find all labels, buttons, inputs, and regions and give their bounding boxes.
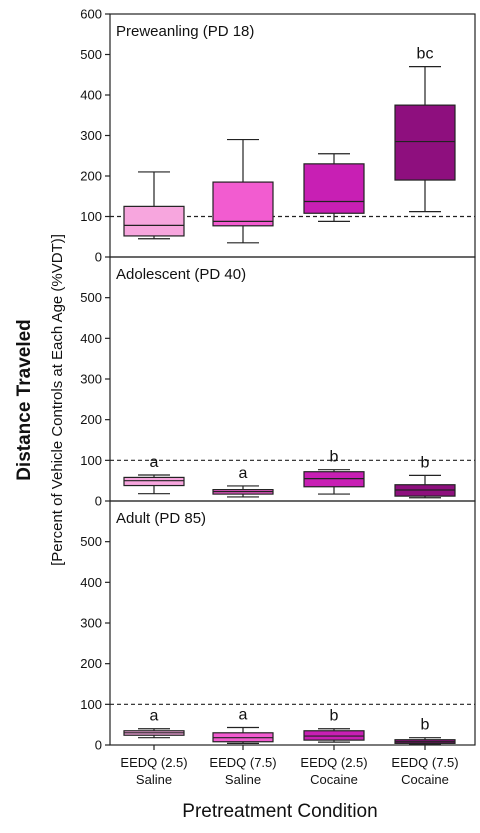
box-plot: a (123, 708, 185, 739)
y-tick-label: 0 (95, 494, 102, 509)
significance-letter: a (239, 707, 248, 724)
y-tick-label: 300 (80, 372, 102, 387)
y-tick-label: 400 (80, 331, 102, 346)
significance-letter: b (421, 454, 430, 471)
box-plot: a (212, 465, 274, 498)
significance-letter: a (150, 454, 159, 471)
y-tick-label: 300 (80, 616, 102, 631)
box (303, 163, 365, 214)
significance-letter: b (330, 449, 339, 466)
significance-letter: b (421, 717, 430, 734)
panel-2: 0 100 200 300 400 500 Adult (PD 85) a a b b (80, 500, 476, 753)
x-tick-label-condition: Cocaine (401, 772, 449, 787)
significance-letter: a (239, 465, 248, 482)
x-tick-label-treatment: EEDQ (7.5) (209, 755, 276, 770)
significance-letter: a (150, 708, 159, 725)
box-plot (212, 138, 274, 244)
x-tick-label-treatment: EEDQ (2.5) (300, 755, 367, 770)
box-plot (123, 171, 185, 240)
x-tick-label-condition: Saline (225, 772, 261, 787)
y-tick-label: 100 (80, 209, 102, 224)
y-tick-label: 0 (95, 250, 102, 265)
box-plot: b (303, 449, 365, 495)
y-tick-label: 300 (80, 128, 102, 143)
x-tick-label-treatment: EEDQ (2.5) (120, 755, 187, 770)
box (303, 730, 365, 741)
y-tick-label: 200 (80, 656, 102, 671)
box-plot: b (394, 454, 456, 499)
x-tick-label-condition: Saline (136, 772, 172, 787)
y-tick-label: 500 (80, 534, 102, 549)
y-tick-label: 100 (80, 697, 102, 712)
box (212, 181, 274, 227)
box-plot: bc (394, 46, 456, 213)
y-tick-label: 200 (80, 169, 102, 184)
y-tick-label: 400 (80, 88, 102, 103)
box (123, 205, 185, 237)
box (123, 476, 185, 487)
x-axis-title: Pretreatment Condition (182, 801, 377, 822)
significance-letter: b (330, 708, 339, 725)
box-plot: a (123, 454, 185, 495)
box-plot: a (212, 707, 274, 744)
box (394, 104, 456, 181)
y-tick-label: 400 (80, 575, 102, 590)
panel-1: 0 100 200 300 400 500 Adolescent (PD 40) a a b b (80, 256, 476, 509)
y-tick-label: 200 (80, 412, 102, 427)
x-tick-label-condition: Cocaine (310, 772, 358, 787)
y-tick-label: 100 (80, 453, 102, 468)
panel-frame (109, 500, 476, 746)
box (303, 471, 365, 488)
significance-letter: bc (417, 46, 434, 63)
y-tick-label: 500 (80, 290, 102, 305)
panel-0: 0 100 200 300 400 500 600 Preweanling (PD 18) bc (80, 7, 476, 265)
box-plot: b (394, 717, 456, 745)
panel-title: Adolescent (PD 40) (116, 266, 246, 283)
y-axis-subtitle: [Percent of Vehicle Controls at Each Age… (49, 234, 66, 566)
y-axis-title: Distance Traveled (14, 319, 35, 481)
y-tick-label: 600 (80, 7, 102, 22)
y-tick-label: 500 (80, 47, 102, 62)
panel-title: Preweanling (PD 18) (116, 23, 254, 40)
box-plot: b (303, 708, 365, 743)
panel-title: Adult (PD 85) (116, 510, 206, 527)
x-tick-label-treatment: EEDQ (7.5) (391, 755, 458, 770)
box-plot (303, 153, 365, 222)
y-tick-label: 0 (95, 738, 102, 753)
